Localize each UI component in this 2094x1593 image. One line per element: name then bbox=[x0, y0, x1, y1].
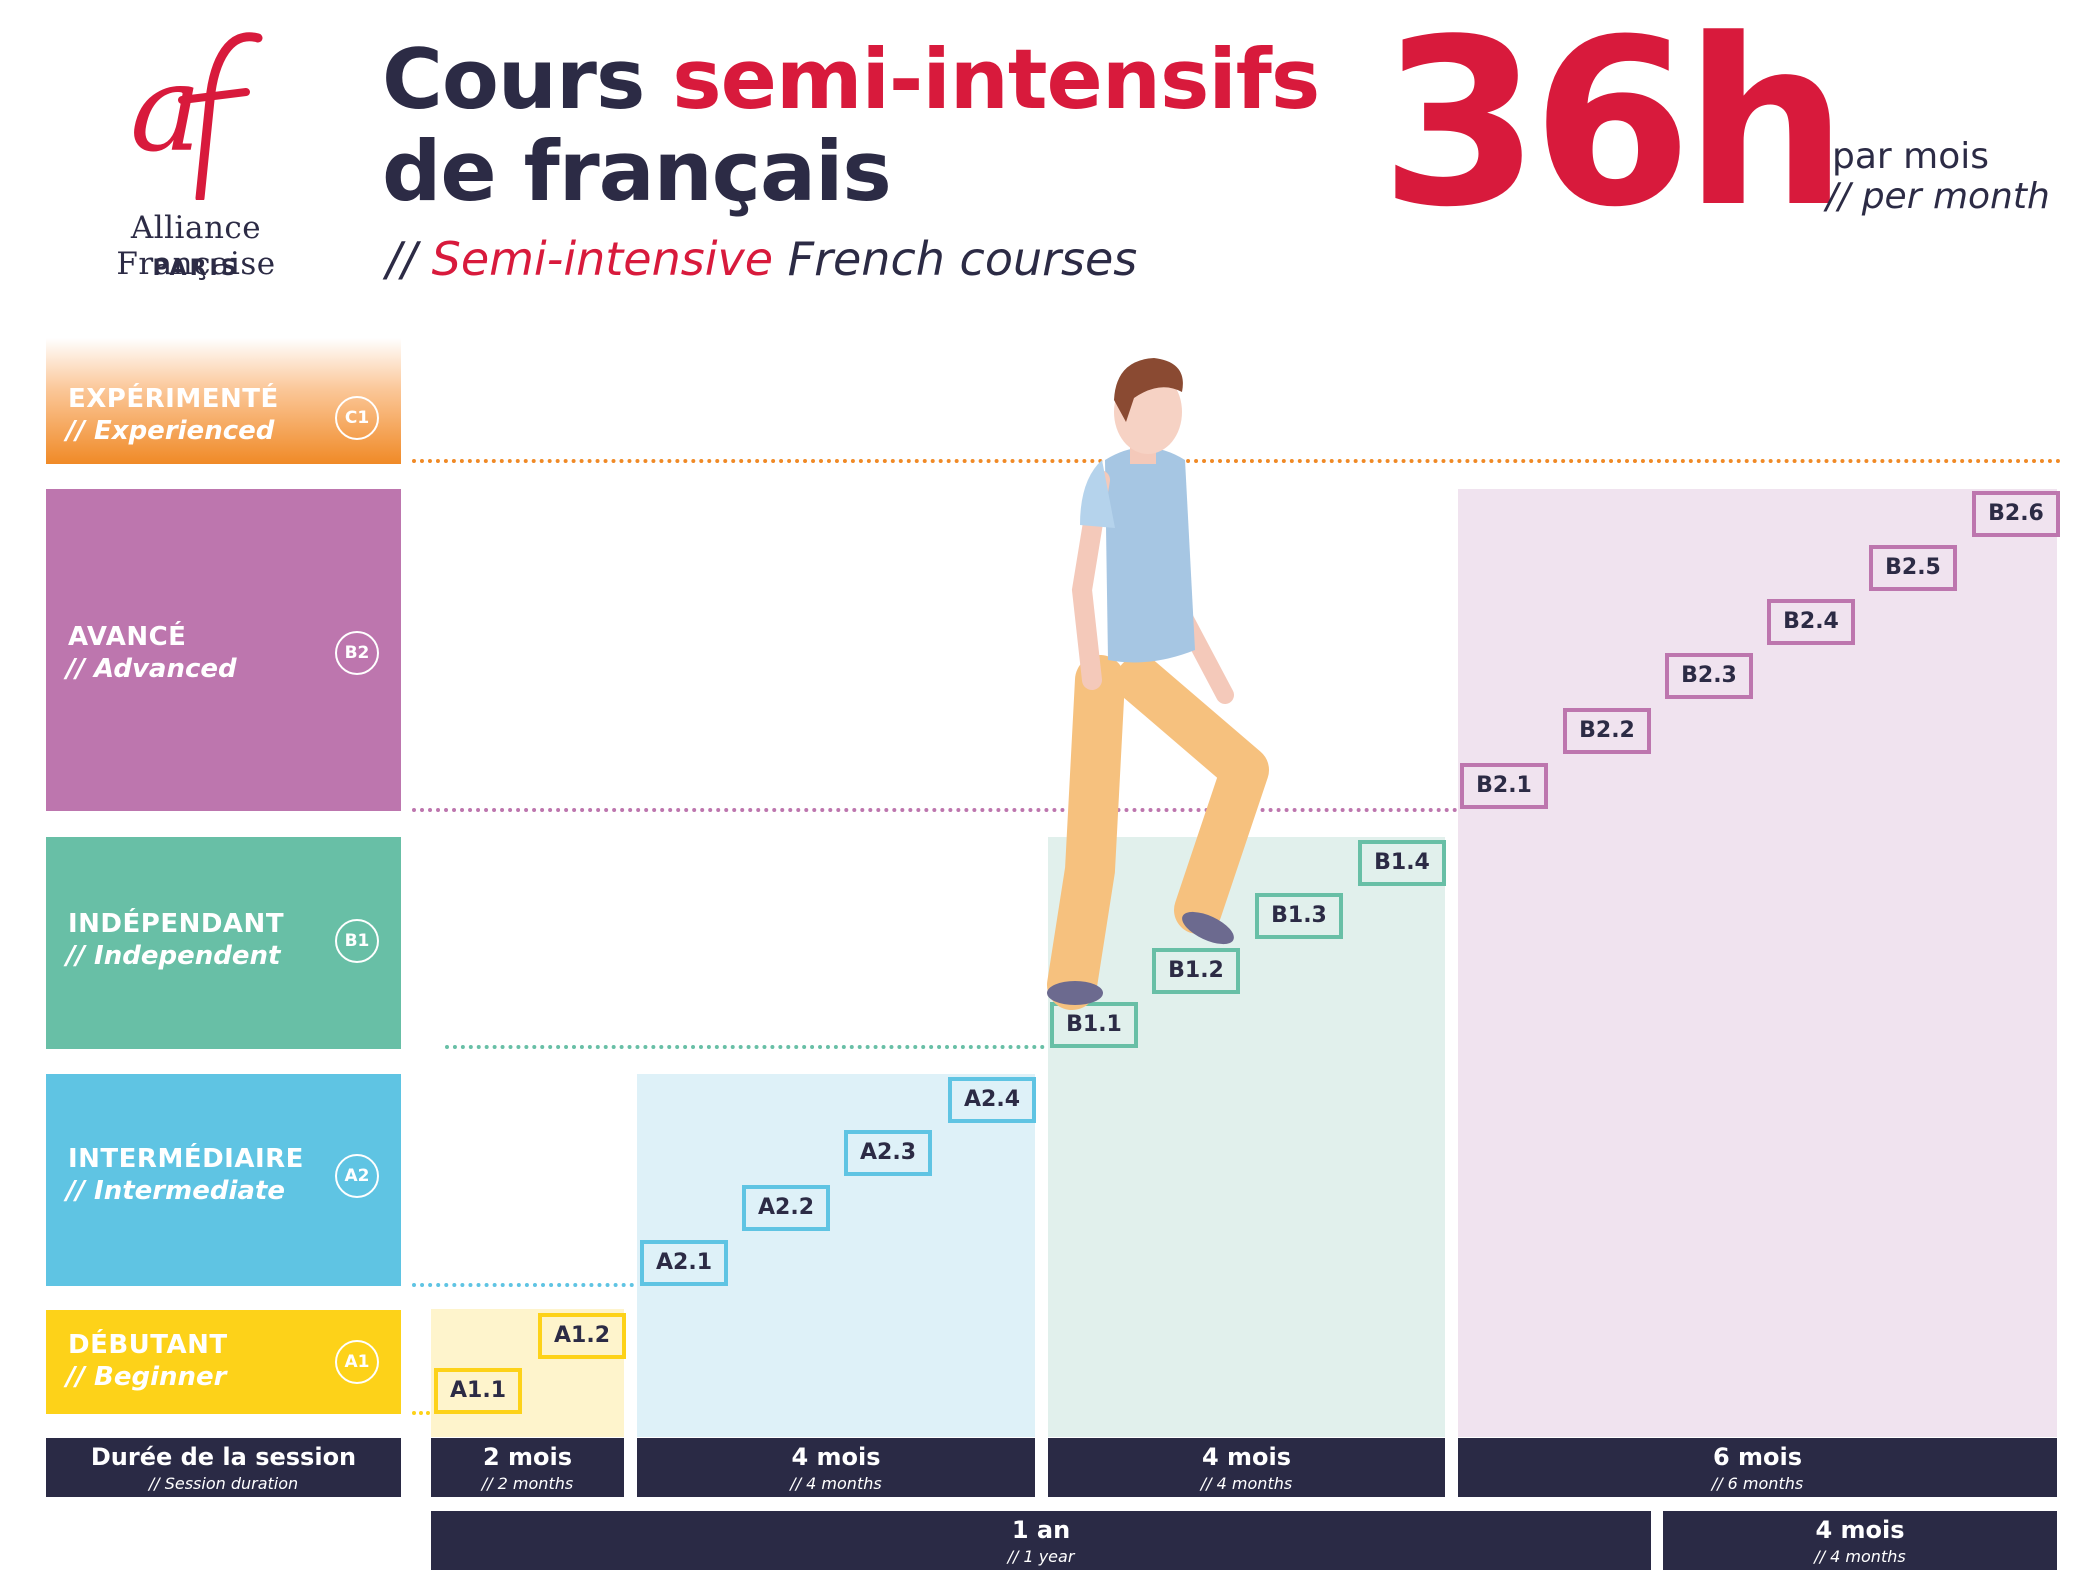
subtitle-highlight: Semi-intensive bbox=[431, 232, 774, 286]
duration-b1-main: 4 mois bbox=[1201, 1443, 1292, 1471]
level-b1-badge: B1 bbox=[335, 919, 379, 963]
level-a2-name: INTERMÉDIAIRE bbox=[68, 1144, 304, 1174]
step-b2-4: B2.4 bbox=[1767, 599, 1855, 645]
subtitle-rest: French courses bbox=[773, 232, 1138, 286]
step-b2-2: B2.2 bbox=[1563, 708, 1651, 754]
level-c1: EXPÉRIMENTÉ // Experienced C1 bbox=[46, 338, 401, 464]
step-b1-1: B1.1 bbox=[1050, 1002, 1138, 1048]
dotted-line-a1 bbox=[412, 1411, 430, 1415]
level-a2-badge: A2 bbox=[335, 1154, 379, 1198]
duration-b1-sub: // 4 months bbox=[1200, 1474, 1293, 1493]
step-b1-2: B1.2 bbox=[1152, 948, 1240, 994]
total-one-year-main: 1 an bbox=[1011, 1516, 1071, 1544]
duration-a2: 4 mois // 4 months bbox=[637, 1438, 1035, 1497]
step-a1-2: A1.2 bbox=[538, 1313, 626, 1359]
step-b2-1: B2.1 bbox=[1460, 763, 1548, 809]
level-a2-sub: // Intermediate bbox=[66, 1176, 285, 1206]
level-c1-name: EXPÉRIMENTÉ bbox=[68, 384, 279, 414]
hours-figure: 36h bbox=[1380, 0, 1848, 258]
duration-b2: 6 mois // 6 months bbox=[1458, 1438, 2057, 1497]
step-a2-3: A2.3 bbox=[844, 1130, 932, 1176]
total-one-year-sub: // 1 year bbox=[1007, 1547, 1075, 1566]
level-a1: DÉBUTANT // Beginner A1 bbox=[46, 1310, 401, 1414]
level-b2-badge: B2 bbox=[335, 631, 379, 675]
subtitle-prefix: // bbox=[386, 232, 432, 286]
total-four-months-sub: // 4 months bbox=[1814, 1547, 1906, 1566]
step-a2-4: A2.4 bbox=[948, 1077, 1036, 1123]
logo-city: PARIS bbox=[152, 256, 240, 281]
duration-a2-main: 4 mois bbox=[791, 1443, 881, 1471]
level-b1-sub: // Independent bbox=[66, 941, 281, 971]
page-title: Cours semi-intensifs de français bbox=[382, 31, 1320, 220]
level-c1-badge: C1 bbox=[335, 396, 379, 440]
level-a1-sub: // Beginner bbox=[66, 1362, 227, 1392]
per-month-en: // per month bbox=[1826, 176, 2050, 217]
dotted-line-b2 bbox=[412, 808, 1458, 812]
level-a2: INTERMÉDIAIRE // Intermediate A2 bbox=[46, 1074, 401, 1286]
total-four-months-main: 4 mois bbox=[1815, 1516, 1905, 1544]
per-month-fr: par mois bbox=[1832, 136, 1990, 177]
step-b2-5: B2.5 bbox=[1869, 545, 1957, 591]
alliance-francaise-logo: a bbox=[130, 32, 263, 200]
level-a1-name: DÉBUTANT bbox=[68, 1330, 228, 1360]
logo-name: Alliance Française bbox=[116, 210, 276, 282]
step-a2-1: A2.1 bbox=[640, 1240, 728, 1286]
dotted-line-b1 bbox=[445, 1045, 1045, 1049]
duration-b2-main: 6 mois bbox=[1712, 1443, 1803, 1471]
total-one-year: 1 an // 1 year bbox=[431, 1511, 1651, 1570]
duration-a1: 2 mois // 2 months bbox=[431, 1438, 624, 1497]
step-a2-2: A2.2 bbox=[742, 1185, 830, 1231]
duration-b1: 4 mois // 4 months bbox=[1048, 1438, 1445, 1497]
level-b2: AVANCÉ // Advanced B2 bbox=[46, 489, 401, 811]
duration-b2-sub: // 6 months bbox=[1711, 1474, 1804, 1493]
step-a1-1: A1.1 bbox=[434, 1368, 522, 1414]
level-b2-sub: // Advanced bbox=[66, 654, 237, 684]
zone-b2 bbox=[1458, 489, 2057, 1437]
title-highlight: semi-intensifs bbox=[672, 31, 1320, 128]
dotted-line-c1 bbox=[412, 459, 2062, 463]
step-b2-3: B2.3 bbox=[1665, 653, 1753, 699]
duration-a1-main: 2 mois bbox=[482, 1443, 573, 1471]
step-b1-4: B1.4 bbox=[1358, 840, 1446, 886]
duration-label-main: Durée de la session bbox=[90, 1443, 357, 1471]
duration-a1-sub: // 2 months bbox=[481, 1474, 574, 1493]
level-c1-sub: // Experienced bbox=[66, 416, 275, 446]
total-four-months: 4 mois // 4 months bbox=[1663, 1511, 2057, 1570]
duration-a2-sub: // 4 months bbox=[790, 1474, 882, 1493]
step-b1-3: B1.3 bbox=[1255, 893, 1343, 939]
level-b1: INDÉPENDANT // Independent B1 bbox=[46, 837, 401, 1049]
svg-text:a: a bbox=[130, 40, 202, 179]
level-b2-name: AVANCÉ bbox=[68, 622, 187, 652]
level-b1-name: INDÉPENDANT bbox=[68, 909, 285, 939]
step-b2-6: B2.6 bbox=[1972, 491, 2060, 537]
title-part1: Cours bbox=[382, 31, 673, 128]
page-subtitle: // Semi-intensive French courses bbox=[386, 232, 1137, 286]
level-a1-badge: A1 bbox=[335, 1340, 379, 1384]
dotted-line-a2 bbox=[412, 1283, 634, 1287]
title-part2: de français bbox=[382, 123, 892, 220]
duration-label-sub: // Session duration bbox=[148, 1474, 299, 1493]
climbing-person-illustration bbox=[1047, 358, 1269, 1010]
duration-label-bar: Durée de la session // Session duration bbox=[46, 1438, 401, 1497]
zone-b1 bbox=[1048, 837, 1445, 1437]
